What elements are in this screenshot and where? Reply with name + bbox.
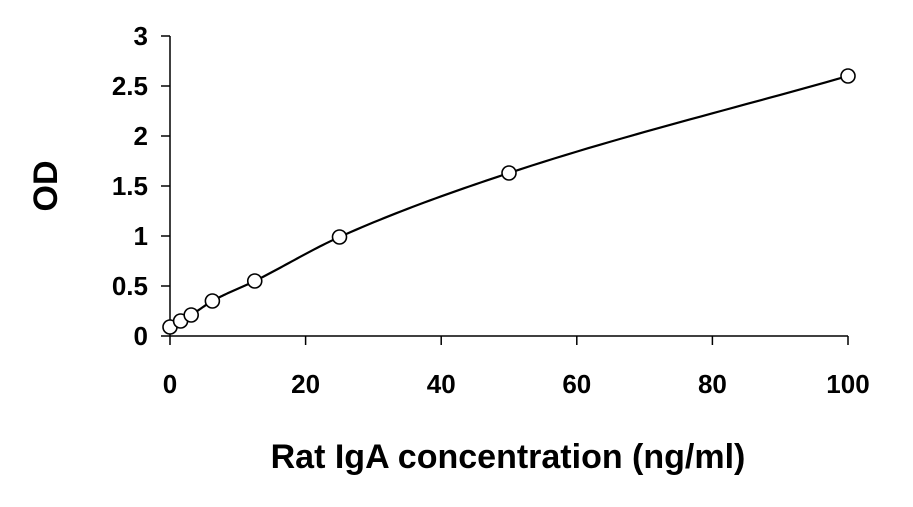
x-tick-label: 100 (826, 369, 869, 399)
x-axis-title: Rat IgA concentration (ng/ml) (271, 438, 746, 476)
axes (161, 35, 849, 345)
x-tick-label: 0 (163, 369, 177, 399)
y-tick-label: 2 (134, 121, 148, 151)
data-point (204, 293, 221, 309)
tick-labels: 0 0.5 1 1.5 2 2.5 3 0 20 40 60 80 100 (112, 21, 870, 399)
y-tick-label: 1.5 (112, 171, 148, 201)
data-point (331, 229, 348, 245)
data-point (501, 165, 517, 181)
x-tick-label: 80 (698, 369, 727, 399)
data-points (162, 68, 856, 335)
y-tick-label: 0.5 (112, 271, 148, 301)
y-axis-title: OD (27, 161, 65, 212)
data-point (840, 68, 856, 84)
x-tick-label: 40 (427, 369, 456, 399)
data-point (183, 307, 199, 323)
fit-curve-line (169, 74, 849, 328)
y-tick-label: 3 (134, 21, 148, 51)
x-tick-label: 60 (562, 369, 591, 399)
x-tick-label: 20 (291, 369, 320, 399)
data-point (246, 273, 263, 289)
y-tick-label: 2.5 (112, 71, 148, 101)
fit-curve-layer (169, 74, 849, 328)
y-tick-label: 1 (134, 221, 148, 251)
y-tick-label: 0 (134, 321, 148, 351)
